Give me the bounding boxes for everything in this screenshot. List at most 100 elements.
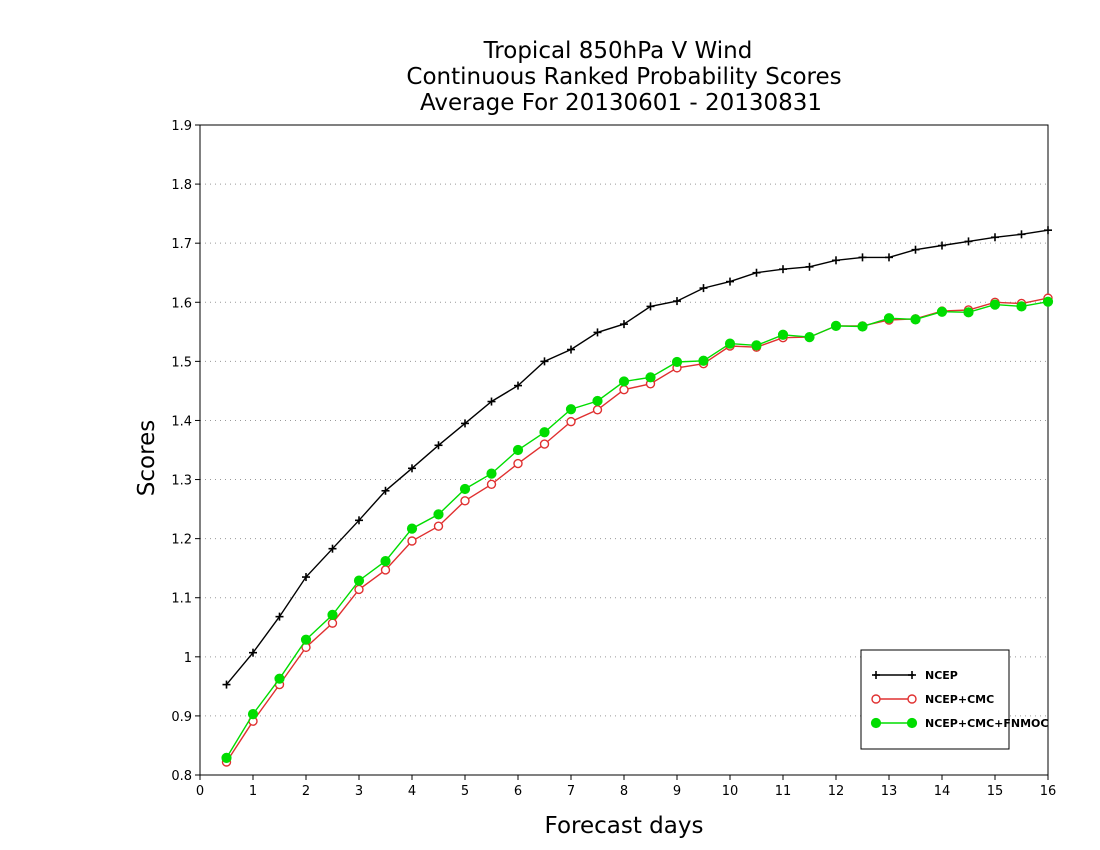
data-point-ncep-cmc-fnmoc — [830, 320, 842, 332]
y-tick-label: 0.9 — [171, 710, 192, 725]
data-point-ncep — [991, 233, 999, 242]
data-point-ncep-cmc — [407, 536, 417, 546]
x-tick-label: 11 — [775, 784, 792, 799]
legend-item-ncep-cmc-fnmoc: NCEP+CMC+FNMOC — [870, 717, 1048, 730]
data-point-ncep-cmc-fnmoc — [221, 752, 232, 763]
data-point-ncep-cmc-fnmoc — [989, 299, 1001, 310]
data-point-ncep-cmc — [433, 521, 444, 531]
legend-item-ncep: NCEP — [872, 669, 958, 682]
data-point-ncep-cmc-fnmoc — [274, 673, 285, 684]
data-point-ncep-cmc-fnmoc — [512, 444, 524, 456]
legend: NCEP NCEP+CMC NCEP+CMC+FNMOC — [860, 649, 1048, 750]
legend-label: NCEP+CMC — [925, 693, 994, 706]
chart-title-line-3: Average For 20130601 - 20130831 — [420, 90, 822, 116]
legend-item-ncep-cmc: NCEP+CMC — [871, 693, 994, 706]
x-axis: 0 1 2 3 4 5 6 7 8 9 10 11 12 13 14 15 16 — [196, 775, 1056, 799]
series-line-ncep — [225, 229, 1049, 686]
legend-label: NCEP+CMC+FNMOC — [925, 717, 1048, 730]
data-point-ncep-cmc-fnmoc — [777, 329, 789, 340]
data-point-ncep — [726, 277, 734, 286]
legend-swatch-marker — [906, 717, 918, 729]
y-tick-label: 1.9 — [171, 119, 192, 134]
x-tick-label: 9 — [673, 784, 681, 799]
x-tick-label: 14 — [934, 784, 951, 799]
legend-swatch-marker — [872, 671, 880, 679]
data-point-ncep-cmc-fnmoc — [1042, 296, 1054, 307]
data-point-ncep — [699, 284, 708, 293]
data-point-ncep — [885, 253, 893, 262]
data-point-ncep-cmc-fnmoc — [459, 483, 471, 495]
x-axis-label: Forecast days — [545, 813, 704, 839]
data-point-ncep — [302, 573, 310, 582]
data-point-ncep-cmc-fnmoc — [724, 338, 736, 349]
data-point-ncep — [275, 612, 284, 621]
y-tick-label: 1 — [184, 651, 192, 666]
y-axis: 0.8 0.9 1 1.1 1.2 1.3 1.4 1.5 1.6 1.7 1.8 1.9 — [171, 119, 200, 784]
legend-swatch-marker — [907, 694, 917, 704]
data-point-ncep-cmc-fnmoc — [963, 307, 974, 318]
data-point-ncep-cmc — [592, 405, 603, 415]
data-point-ncep-cmc-fnmoc — [433, 509, 444, 520]
data-point-ncep — [620, 320, 628, 329]
legend-label: NCEP — [925, 669, 958, 682]
data-point-ncep-cmc-fnmoc — [618, 376, 630, 387]
data-point-ncep-cmc-fnmoc — [353, 575, 365, 586]
data-point-ncep-cmc — [566, 416, 576, 427]
data-point-ncep-cmc — [619, 385, 629, 395]
data-point-ncep — [222, 680, 231, 689]
x-tick-label: 5 — [461, 784, 469, 799]
data-point-ncep-cmc-fnmoc — [565, 404, 577, 415]
series-ncep-cmc-fnmoc — [221, 296, 1054, 763]
x-tick-label: 16 — [1040, 784, 1057, 799]
x-tick-label: 6 — [514, 784, 522, 799]
data-point-ncep — [1044, 226, 1052, 235]
data-point-ncep — [779, 265, 787, 274]
y-tick-label: 1.2 — [171, 533, 192, 548]
y-tick-label: 1.4 — [171, 414, 192, 429]
data-point-ncep-cmc-fnmoc — [751, 340, 762, 351]
chart-title-line-2: Continuous Ranked Probability Scores — [406, 64, 841, 90]
data-point-ncep — [805, 262, 814, 271]
chart-title: Tropical 850hPa V Wind Continuous Ranked… — [406, 38, 841, 116]
legend-swatch-marker — [908, 671, 916, 679]
data-point-ncep-cmc — [354, 584, 364, 595]
data-point-ncep — [1017, 230, 1026, 239]
data-point-ncep — [434, 441, 443, 450]
data-point-ncep-cmc-fnmoc — [936, 306, 948, 317]
data-point-ncep-cmc-fnmoc — [698, 355, 709, 366]
gridlines — [200, 183, 1048, 717]
data-point-ncep-cmc-fnmoc — [486, 468, 497, 479]
data-point-ncep — [858, 253, 867, 262]
x-tick-label: 15 — [987, 784, 1004, 799]
x-tick-label: 13 — [881, 784, 898, 799]
data-point-ncep — [540, 357, 549, 366]
data-point-ncep — [328, 544, 337, 553]
x-tick-label: 4 — [408, 784, 416, 799]
data-point-ncep-cmc-fnmoc — [592, 395, 603, 407]
data-point-ncep — [832, 256, 840, 265]
data-point-ncep — [964, 237, 973, 246]
data-point-ncep — [911, 245, 920, 254]
data-point-ncep-cmc — [486, 479, 497, 489]
data-point-ncep-cmc-fnmoc — [804, 332, 815, 343]
y-tick-label: 1.6 — [171, 296, 192, 311]
x-tick-label: 12 — [828, 784, 845, 799]
data-point-ncep — [408, 464, 416, 473]
data-point-ncep — [646, 302, 655, 311]
data-point-ncep-cmc-fnmoc — [857, 321, 868, 332]
series-layer — [221, 226, 1054, 767]
data-point-ncep-cmc-fnmoc — [671, 356, 683, 368]
data-point-ncep-cmc-fnmoc — [910, 314, 921, 325]
data-point-ncep — [249, 648, 257, 657]
data-point-ncep-cmc-fnmoc — [327, 609, 338, 620]
data-point-ncep — [752, 268, 761, 277]
data-point-ncep-cmc — [380, 565, 391, 575]
y-tick-label: 1.8 — [171, 178, 192, 193]
y-tick-label: 1.3 — [171, 474, 192, 489]
legend-swatch-marker — [871, 694, 881, 704]
data-point-ncep-cmc-fnmoc — [883, 313, 895, 324]
series-ncep — [222, 226, 1052, 689]
x-tick-label: 0 — [196, 784, 204, 799]
data-point-ncep — [673, 297, 681, 306]
